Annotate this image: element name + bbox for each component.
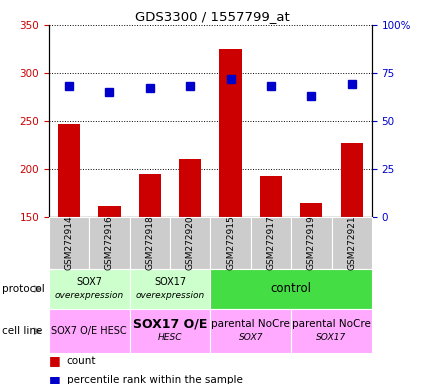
Text: HESC: HESC: [158, 333, 182, 342]
Text: overexpression: overexpression: [55, 291, 124, 300]
Text: GSM272915: GSM272915: [226, 215, 235, 270]
Text: SOX17: SOX17: [316, 333, 347, 342]
Text: ■: ■: [49, 354, 61, 367]
Text: GSM272921: GSM272921: [347, 215, 356, 270]
Text: control: control: [271, 283, 312, 295]
Text: count: count: [67, 356, 96, 366]
Text: GSM272916: GSM272916: [105, 215, 114, 270]
Text: percentile rank within the sample: percentile rank within the sample: [67, 375, 243, 384]
Text: parental NoCre: parental NoCre: [211, 319, 290, 329]
Bar: [139, 174, 161, 217]
Text: protocol: protocol: [2, 284, 45, 294]
Text: parental NoCre: parental NoCre: [292, 319, 371, 329]
Bar: [98, 207, 121, 217]
Text: SOX7 O/E HESC: SOX7 O/E HESC: [51, 326, 127, 336]
Text: GSM272917: GSM272917: [266, 215, 275, 270]
Text: SOX17: SOX17: [154, 277, 186, 287]
Bar: [179, 159, 201, 217]
Text: cell line: cell line: [2, 326, 42, 336]
Text: GSM272920: GSM272920: [186, 215, 195, 270]
Text: overexpression: overexpression: [136, 291, 204, 300]
Bar: [260, 176, 282, 217]
Text: SOX7: SOX7: [76, 277, 102, 287]
Text: SOX17 O/E: SOX17 O/E: [133, 318, 207, 330]
Bar: [340, 143, 363, 217]
Text: GSM272918: GSM272918: [145, 215, 154, 270]
Text: GDS3300 / 1557799_at: GDS3300 / 1557799_at: [135, 10, 290, 23]
Bar: [58, 124, 80, 217]
Text: GSM272914: GSM272914: [65, 215, 74, 270]
Text: ■: ■: [49, 374, 61, 384]
Bar: [219, 49, 242, 217]
Text: GSM272919: GSM272919: [307, 215, 316, 270]
Text: SOX7: SOX7: [238, 333, 263, 342]
Bar: [300, 203, 323, 217]
